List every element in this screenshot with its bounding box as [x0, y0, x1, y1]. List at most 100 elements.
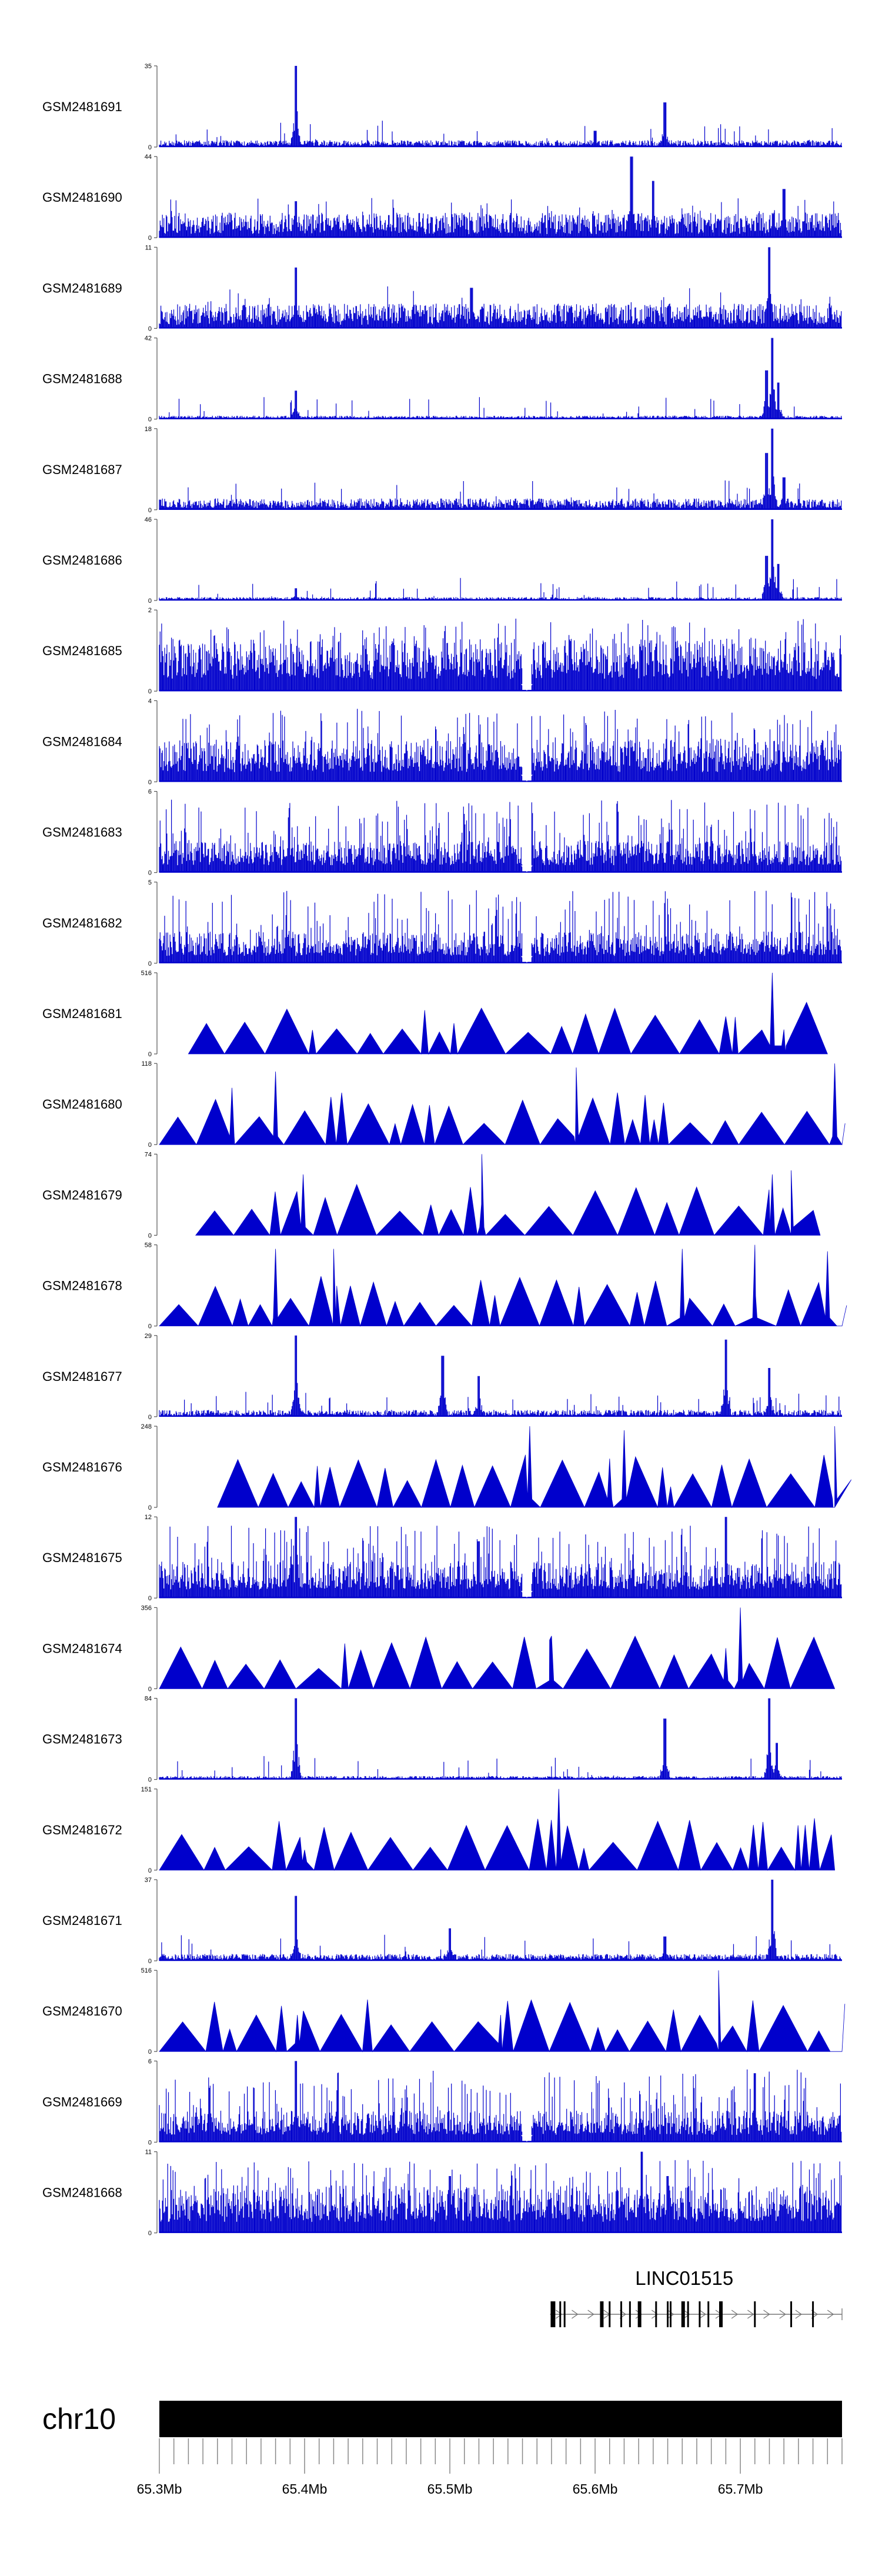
track-label: GSM2481676 — [42, 1460, 122, 1474]
track-label: GSM2481671 — [42, 1913, 122, 1928]
y-min-label: 0 — [148, 1232, 152, 1239]
strand-arrow — [651, 2310, 659, 2319]
track-GSM2481673: GSM2481673 84 0 — [42, 1696, 842, 1784]
signal-bars — [159, 519, 842, 600]
y-max-label: 5 — [148, 879, 152, 886]
track-GSM2481689: GSM2481689 11 0 — [42, 244, 842, 332]
signal-tracks: GSM2481691350GSM2481690440GSM2481689110G… — [42, 63, 852, 2237]
track-GSM2481691: GSM2481691 35 0 — [42, 63, 842, 151]
y-min-label: 0 — [148, 2139, 152, 2146]
y-max-label: 46 — [145, 516, 152, 523]
y-min-label: 0 — [148, 598, 152, 605]
track-label: GSM2481670 — [42, 2004, 122, 2018]
signal-gap — [520, 2135, 533, 2142]
x-tick-label: 65.3Mb — [137, 2481, 182, 2497]
signal-area — [159, 1607, 836, 1690]
gene-exon — [559, 2301, 562, 2327]
signal-gap — [520, 1591, 533, 1598]
y-min-label: 0 — [148, 144, 152, 151]
y-min-label: 0 — [148, 507, 152, 514]
signal-bars — [159, 156, 842, 238]
y-min-label: 0 — [148, 325, 152, 332]
signal-bars — [159, 66, 842, 147]
y-max-label: 44 — [145, 154, 152, 161]
gene-exon — [790, 2301, 793, 2327]
track-GSM2481676: GSM2481676 248 0 — [42, 1423, 852, 1511]
signal-bars — [159, 1880, 842, 1961]
track-label: GSM2481682 — [42, 916, 122, 930]
signal-bars — [159, 799, 842, 873]
track-label: GSM2481675 — [42, 1550, 122, 1565]
strand-arrow — [635, 2310, 643, 2319]
signal-area — [217, 1426, 852, 1509]
y-max-label: 151 — [141, 1786, 152, 1793]
y-min-label: 0 — [148, 1867, 152, 1874]
track-label: GSM2481668 — [42, 2185, 122, 2200]
gene-exon — [670, 2301, 672, 2327]
signal-bars — [159, 618, 842, 692]
signal-bars — [159, 338, 842, 419]
gene-exon — [609, 2301, 611, 2327]
track-GSM2481687: GSM2481687 18 0 — [42, 426, 842, 514]
y-max-label: 84 — [145, 1696, 152, 1703]
gene-exon — [629, 2301, 631, 2327]
gene-exon — [699, 2301, 701, 2327]
y-min-label: 0 — [148, 1142, 152, 1149]
track-label: GSM2481672 — [42, 1823, 122, 1837]
strand-arrow — [667, 2310, 674, 2319]
y-min-label: 0 — [148, 1504, 152, 1511]
y-min-label: 0 — [148, 2230, 152, 2237]
signal-area — [159, 1063, 846, 1146]
track-GSM2481675: GSM2481675 12 0 — [42, 1514, 842, 1602]
track-GSM2481677: GSM2481677 29 0 — [42, 1333, 842, 1421]
gene-exon — [553, 2301, 556, 2327]
strand-arrow — [699, 2310, 706, 2319]
signal-bars — [159, 428, 842, 510]
y-min-label: 0 — [148, 1958, 152, 1965]
y-max-label: 35 — [145, 63, 152, 70]
track-GSM2481688: GSM2481688 42 0 — [42, 335, 842, 423]
x-tick-label: 65.4Mb — [282, 2481, 328, 2497]
chromosome-bar — [159, 2401, 842, 2437]
y-max-label: 356 — [141, 1604, 152, 1611]
strand-arrow — [795, 2310, 803, 2319]
y-max-label: 37 — [145, 1877, 152, 1884]
y-min-label: 0 — [148, 1686, 152, 1693]
gene-exon — [812, 2301, 814, 2327]
track-GSM2481680: GSM2481680 118 0 — [42, 1060, 846, 1149]
track-label: GSM2481677 — [42, 1369, 122, 1384]
strand-arrow — [779, 2310, 786, 2319]
track-label: GSM2481685 — [42, 643, 122, 658]
track-GSM2481669: GSM2481669 6 0 — [42, 2058, 842, 2146]
gene-exon — [681, 2301, 685, 2327]
x-tick-label: 65.6Mb — [573, 2481, 618, 2497]
y-min-label: 0 — [148, 1595, 152, 1602]
track-label: GSM2481673 — [42, 1732, 122, 1747]
strand-arrow — [572, 2310, 579, 2319]
strand-arrow — [587, 2310, 594, 2319]
signal-gap — [520, 865, 533, 872]
strand-arrow — [763, 2310, 770, 2319]
y-min-label: 0 — [148, 1414, 152, 1421]
strand-arrow — [683, 2310, 690, 2319]
strand-arrow — [827, 2310, 834, 2319]
y-max-label: 18 — [145, 426, 152, 433]
y-max-label: 4 — [148, 698, 152, 705]
track-GSM2481670: GSM2481670 516 0 — [42, 1967, 846, 2056]
gene-exon — [687, 2301, 689, 2327]
track-label: GSM2481678 — [42, 1279, 122, 1293]
track-GSM2481690: GSM2481690 44 0 — [42, 154, 842, 242]
signal-area — [188, 972, 828, 1055]
chromosome-label: chr10 — [42, 2403, 116, 2435]
gene-exon — [754, 2301, 756, 2327]
signal-bars — [159, 247, 842, 329]
signal-area — [159, 1244, 847, 1327]
track-GSM2481678: GSM2481678 58 0 — [42, 1242, 847, 1330]
gene-exon — [655, 2301, 657, 2327]
x-tick-label: 65.5Mb — [427, 2481, 473, 2497]
strand-arrow — [555, 2310, 563, 2319]
gene-label: LINC01515 — [635, 2267, 733, 2289]
y-max-label: 6 — [148, 2058, 152, 2065]
track-label: GSM2481679 — [42, 1187, 122, 1202]
